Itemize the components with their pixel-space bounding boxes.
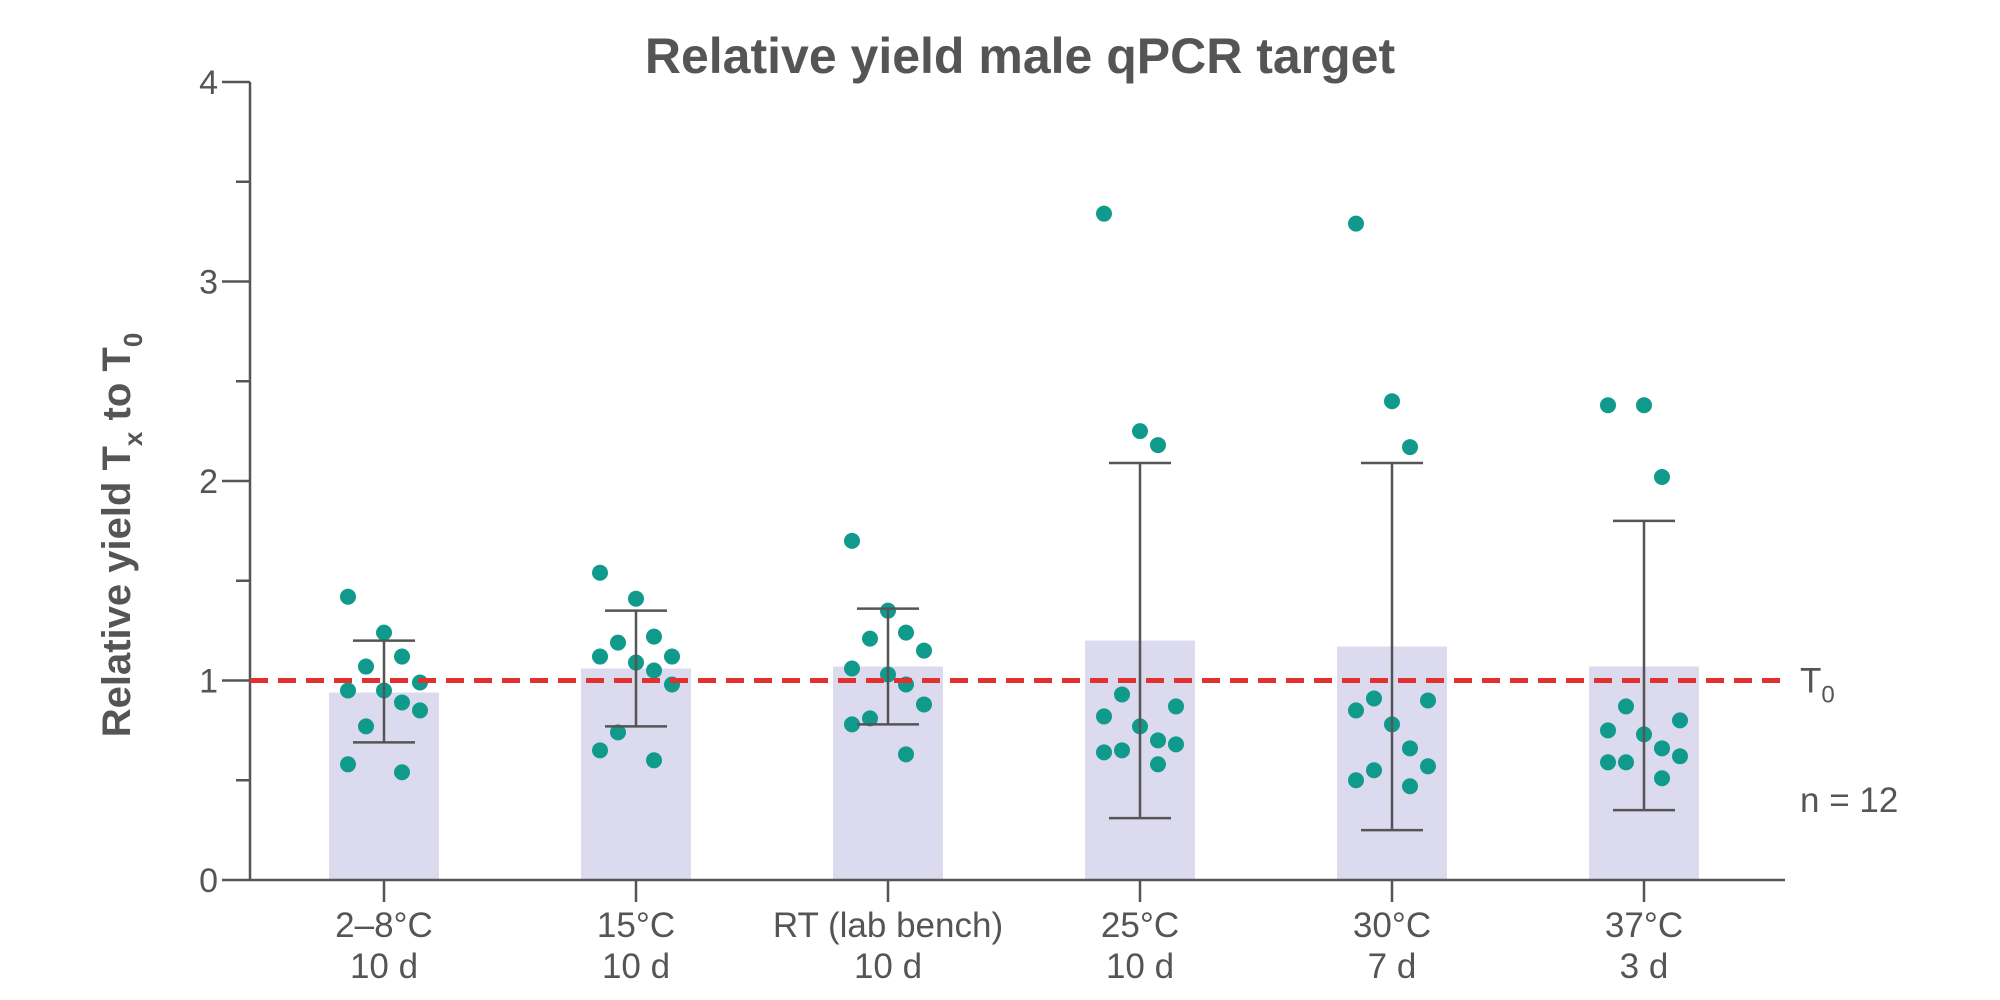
sample-size-annotation: n = 12 (1800, 781, 1898, 820)
data-point-3-9 (1114, 742, 1130, 759)
data-point-0-7 (394, 694, 410, 711)
data-point-1-1 (628, 590, 644, 607)
data-point-4-7 (1402, 740, 1418, 757)
reference-label-main: T (1800, 662, 1821, 701)
x-tick-sublabel-3: 10 d (1106, 947, 1174, 986)
x-tick-label-3: 25°C (1101, 906, 1179, 945)
chart-title: Relative yield male qPCR target (645, 28, 1396, 84)
data-point-2-0 (844, 532, 860, 549)
data-point-3-3 (1114, 686, 1130, 703)
y-axis-label-sub-x: x (118, 431, 148, 446)
data-point-2-5 (844, 660, 860, 677)
data-point-3-2 (1150, 437, 1166, 454)
y-axis-label-sub-0: 0 (118, 333, 148, 347)
y-tick-label-1: 1 (199, 663, 218, 701)
error-bars-group (353, 461, 1675, 832)
x-tick-label-1: 15°C (597, 906, 675, 945)
data-point-4-9 (1366, 762, 1382, 779)
y-tick-label-0: 0 (199, 862, 218, 900)
data-point-5-7 (1654, 740, 1670, 757)
data-point-4-10 (1348, 772, 1364, 789)
data-point-3-4 (1168, 698, 1184, 715)
x-tick-label-0: 2–8°C (335, 906, 433, 945)
data-point-2-3 (862, 630, 878, 647)
data-point-0-0 (340, 588, 356, 605)
x-tick-sublabel-2: 10 d (854, 947, 922, 986)
points-group (340, 205, 1688, 795)
data-point-4-8 (1420, 758, 1436, 775)
bars-group (329, 640, 1699, 880)
x-tick-sublabel-4: 7 d (1368, 947, 1417, 986)
data-point-4-5 (1348, 702, 1364, 719)
data-point-0-8 (412, 702, 428, 719)
data-point-4-0 (1348, 215, 1364, 232)
x-tick-label-4: 30°C (1353, 906, 1431, 945)
data-point-3-7 (1150, 732, 1166, 749)
data-point-0-2 (394, 648, 410, 665)
category-labels-group: 2–8°C10 d15°C10 dRT (lab bench)10 d25°C1… (335, 906, 1683, 986)
data-point-2-4 (916, 642, 932, 659)
data-point-2-11 (898, 746, 914, 763)
data-point-1-3 (610, 634, 626, 651)
data-point-3-8 (1168, 736, 1184, 753)
y-tick-label-4: 4 (199, 64, 218, 102)
data-point-1-11 (646, 752, 662, 769)
data-point-1-4 (664, 648, 680, 665)
reference-label-sub: 0 (1821, 682, 1834, 709)
data-point-5-0 (1600, 397, 1616, 414)
reference-line-label: T0 (1800, 662, 1835, 709)
x-tick-sublabel-1: 10 d (602, 947, 670, 986)
data-point-3-1 (1132, 423, 1148, 440)
y-tick-label-2: 2 (199, 463, 218, 501)
data-point-5-11 (1654, 770, 1670, 787)
data-point-3-11 (1150, 756, 1166, 773)
data-point-4-3 (1366, 690, 1382, 707)
data-point-4-4 (1420, 692, 1436, 709)
x-tick-sublabel-0: 10 d (350, 947, 418, 986)
data-point-3-5 (1096, 708, 1112, 725)
data-point-0-9 (358, 718, 374, 735)
data-point-0-11 (394, 764, 410, 781)
data-point-5-5 (1600, 722, 1616, 739)
data-point-2-9 (862, 710, 878, 727)
data-point-2-2 (898, 624, 914, 641)
data-point-5-8 (1672, 748, 1688, 765)
data-point-1-5 (592, 648, 608, 665)
data-point-1-2 (646, 628, 662, 645)
data-point-0-10 (340, 756, 356, 773)
data-point-1-7 (646, 662, 662, 679)
data-point-5-9 (1618, 754, 1634, 771)
axes-group: 0 1 2 3 4 (199, 64, 1785, 902)
data-point-2-10 (844, 716, 860, 733)
data-point-5-2 (1654, 469, 1670, 486)
data-point-1-9 (610, 724, 626, 741)
data-point-4-1 (1384, 393, 1400, 410)
data-point-3-0 (1096, 205, 1112, 222)
data-point-5-1 (1636, 397, 1652, 414)
x-tick-sublabel-5: 3 d (1620, 947, 1669, 986)
data-point-4-11 (1402, 778, 1418, 795)
data-point-1-0 (592, 564, 608, 581)
y-axis-label-main: Relative yield T (95, 446, 139, 737)
data-point-1-10 (592, 742, 608, 759)
data-point-5-3 (1618, 698, 1634, 715)
x-tick-label-2: RT (lab bench) (773, 906, 1003, 945)
x-tick-label-5: 37°C (1605, 906, 1683, 945)
data-point-4-2 (1402, 439, 1418, 456)
data-point-0-5 (340, 682, 356, 699)
data-point-0-3 (358, 658, 374, 675)
data-point-3-10 (1096, 744, 1112, 761)
y-tick-label-3: 3 (199, 264, 218, 302)
data-point-5-10 (1600, 754, 1616, 771)
y-axis-label: Relative yield Tx to T0 (95, 333, 148, 738)
data-point-5-4 (1672, 712, 1688, 729)
data-point-0-1 (376, 624, 392, 641)
data-point-2-8 (916, 696, 932, 713)
y-axis-label-mid: to T (95, 347, 139, 431)
